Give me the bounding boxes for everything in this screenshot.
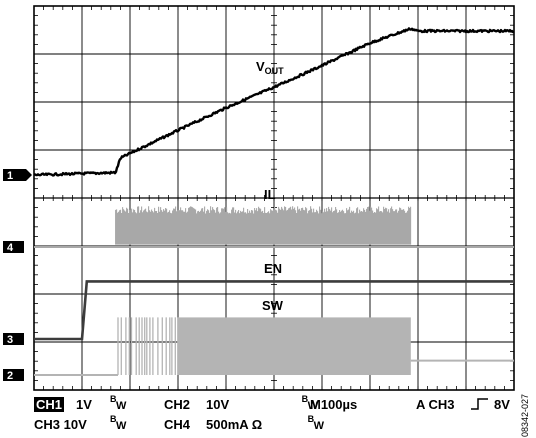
figure-id: 08342-027: [520, 393, 530, 437]
il-label: IL: [264, 187, 276, 202]
trigger-level: 8V: [494, 397, 510, 412]
channel-marker-shape: [3, 241, 24, 253]
ch2-scale: 10V: [206, 397, 230, 412]
channel-markers: 1 4 3 2: [3, 169, 32, 382]
traces: [33, 27, 515, 376]
trigger-edge-icon: [470, 397, 490, 414]
channel-marker-1: 1: [3, 169, 32, 182]
channel-marker-number: 3: [7, 334, 13, 346]
ch4-scale: 500mA Ω: [206, 417, 263, 432]
channel-marker-2: 2: [3, 369, 24, 382]
channel-marker-shape: [3, 169, 32, 181]
ch1-chip: CH1: [34, 397, 65, 412]
en-trace: [34, 280, 514, 341]
ch2-label: CH2: [164, 397, 191, 412]
channel-marker-number: 1: [7, 170, 13, 182]
channel-marker-shape: [3, 333, 24, 345]
ch3-readout: CH3 10V: [34, 417, 87, 432]
ch1-scale: 1V: [76, 397, 92, 412]
ch4-label: CH4: [164, 417, 191, 432]
trace-labels: VOUT IL EN SW: [256, 59, 284, 313]
il-switching-envelope: [115, 206, 412, 245]
sw-switching-pulses: [117, 317, 179, 375]
vout-label: VOUT: [256, 59, 284, 76]
channel-marker-number: 2: [7, 370, 13, 382]
trigger-source: A CH3: [416, 397, 455, 412]
sw-label: SW: [262, 298, 284, 313]
channel-marker-4: 4: [3, 241, 24, 254]
sw-switching-block: [178, 317, 411, 375]
channel-marker-3: 3: [3, 333, 24, 346]
vout-trace: [33, 27, 515, 177]
en-label: EN: [264, 261, 282, 276]
oscilloscope-screen: VOUT IL EN SW 1 4 3 2: [3, 5, 515, 391]
channel-marker-shape: [3, 369, 24, 381]
timebase: M100µs: [310, 397, 358, 412]
channel-marker-number: 4: [7, 242, 14, 254]
